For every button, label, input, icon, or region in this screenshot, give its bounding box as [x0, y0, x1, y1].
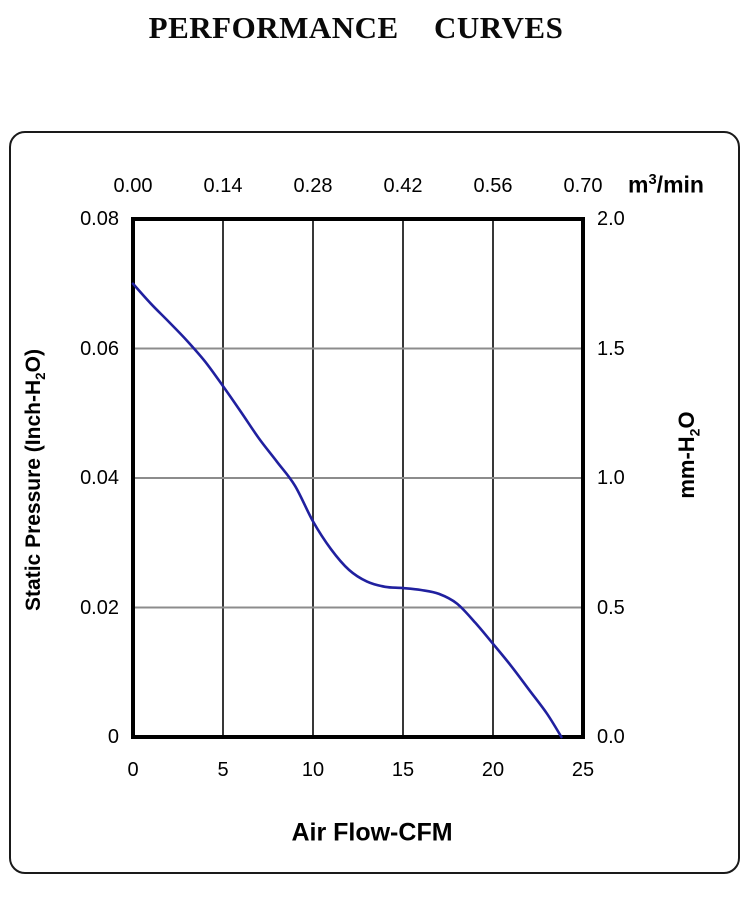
top-axis-tick-label: 0.14: [203, 175, 243, 197]
page-title: PERFORMANCE CURVES: [148, 10, 564, 45]
right-axis-tick-label: 1.0: [597, 467, 625, 489]
bottom-axis-title: Air Flow-CFM: [291, 818, 453, 847]
left-axis-tick-label: 0.06: [80, 337, 119, 360]
top-axis-tick-label: 0.42: [383, 175, 423, 197]
left-axis-tick-label: 0: [107, 726, 119, 748]
right-axis-tick-label: 2.0: [597, 208, 625, 230]
top-axis-tick-label: 0.70: [563, 175, 603, 197]
right-axis-tick-label: 1.5: [597, 337, 625, 360]
left-axis-post: O): [22, 349, 45, 373]
right-axis-tick-label: 0.0: [597, 726, 625, 748]
top-axis-tick-label: 0.28: [293, 175, 333, 197]
top-axis-unit-label: m3/min: [628, 172, 704, 199]
plot-area: [131, 217, 585, 739]
bottom-axis-tick-label: 0: [127, 759, 139, 781]
top-axis-tick-label: 0.00: [113, 175, 153, 197]
left-axis-tick-label: 0.02: [80, 596, 119, 619]
right-axis-tick-label: 0.5: [597, 596, 625, 619]
right-axis-post: O: [674, 411, 699, 429]
top-axis-tick-label: 0.56: [473, 175, 513, 197]
top-unit-base: m: [628, 171, 649, 198]
bottom-axis-tick-label: 10: [301, 759, 325, 781]
right-axis-title: mm-H2O: [674, 411, 703, 499]
plot-border: [131, 217, 585, 739]
right-axis-pre: mm-H: [674, 436, 699, 499]
performance-curve: [131, 282, 563, 739]
chart-frame: [9, 131, 740, 874]
left-axis-pre: Static Pressure (Inch-H: [22, 379, 45, 611]
left-axis-tick-label: 0.04: [80, 467, 119, 489]
left-axis-tick-label: 0.08: [80, 208, 119, 230]
left-axis-subscript: 2: [33, 372, 49, 380]
top-unit-rest: /min: [656, 171, 704, 198]
bottom-axis-tick-label: 25: [571, 759, 595, 781]
left-axis-title: Static Pressure (Inch-H2O): [22, 349, 49, 611]
bottom-axis-tick-label: 5: [217, 759, 229, 781]
right-axis-subscript: 2: [686, 428, 703, 437]
bottom-axis-tick-label: 20: [481, 759, 505, 781]
bottom-axis-tick-label: 15: [391, 759, 415, 781]
top-unit-superscript: 3: [648, 171, 657, 188]
